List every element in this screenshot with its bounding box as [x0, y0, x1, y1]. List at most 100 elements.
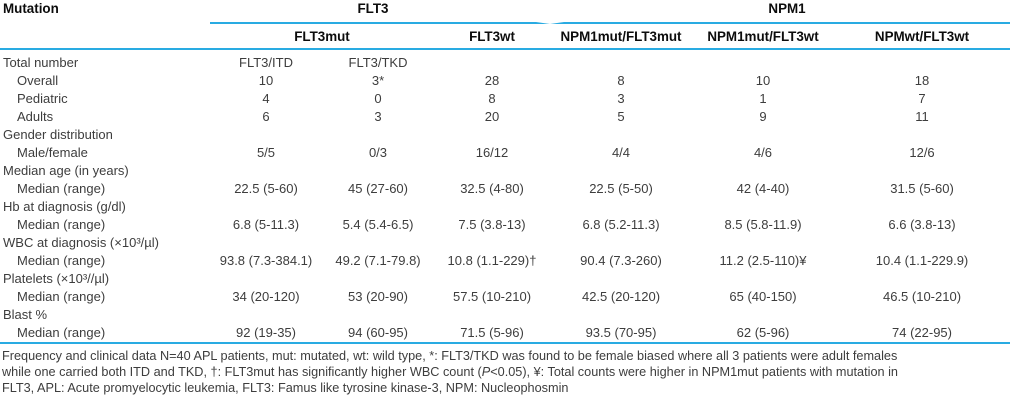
table-cell: 10.8 (1.1-229)† [447, 253, 537, 268]
table-cell [692, 198, 834, 216]
clinical-data-table: Mutation FLT3 NPM1 FLT3mut FLT3wt NPM1mu… [0, 0, 1010, 344]
table-cell [550, 126, 692, 144]
table-cell: 46.5 (10-210) [882, 289, 962, 304]
table-cell [434, 162, 550, 180]
table-cell [692, 162, 834, 180]
table-cell: 11 [915, 109, 929, 124]
table-cell: 93.5 (70-95) [550, 324, 692, 344]
table-cell: 62 (5-96) [692, 324, 834, 344]
table-cell [322, 306, 434, 324]
table-cell: 6.8 (5-11.3) [232, 217, 300, 232]
table-cell [834, 50, 1010, 72]
table-cell: 10.4 (1.1-229.9) [875, 253, 969, 268]
table-row: Total number FLT3/ITD FLT3/TKD [0, 50, 1010, 72]
row-label: Adults [17, 109, 54, 124]
table-cell: 94 (60-95) [322, 324, 434, 344]
subheader-flt3wt: FLT3wt [434, 24, 550, 50]
table-row: Median (range) 34 (20-120) 53 (20-90) 57… [0, 288, 1010, 306]
header-row-groups: Mutation FLT3 NPM1 [0, 0, 1010, 24]
table-cell: 22.5 (5-50) [589, 181, 653, 196]
table-row: Hb at diagnosis (g/dl) [0, 198, 1010, 216]
row-label: Total number [3, 55, 79, 70]
table-cell: 8 [617, 73, 625, 88]
subheader-npmwt-flt3wt: NPMwt/FLT3wt [834, 24, 1010, 50]
header-group-npm1: NPM1 [550, 0, 1010, 24]
table-cell [550, 162, 692, 180]
table-row: WBC at diagnosis (×10³/µl) [0, 234, 1010, 252]
table-cell [322, 126, 434, 144]
row-label: Blast % [3, 307, 48, 322]
table-cell [550, 234, 692, 252]
table-cell: 90.4 (7.3-260) [580, 253, 662, 268]
table-cell: 3 [617, 91, 625, 106]
table-cell: 3* [371, 73, 385, 88]
table-cell: 92 (19-35) [210, 324, 322, 344]
row-label: Hb at diagnosis (g/dl) [3, 199, 126, 214]
footnote-line-2: while one carried both ITD and TKD, †: F… [2, 364, 1010, 380]
table-cell [322, 270, 434, 288]
table-cell: 0 [374, 91, 382, 106]
table-cell: 74 (22-95) [834, 324, 1010, 344]
table-cell [322, 162, 434, 180]
header-mutation: Mutation [3, 1, 59, 16]
table-row: Median (range) 22.5 (5-60) 45 (27-60) 32… [0, 180, 1010, 198]
table-row: Adults 6 3 20 5 9 11 [0, 108, 1010, 126]
table-cell: 31.5 (5-60) [890, 181, 954, 196]
table-cell [434, 126, 550, 144]
table-cell: 45 (27-60) [348, 181, 408, 196]
table-cell: 3 [374, 109, 382, 124]
table-row: Gender distribution [0, 126, 1010, 144]
table-cell: 32.5 (4-80) [460, 181, 524, 196]
table-cell: 9 [759, 109, 767, 124]
row-label: Male/female [17, 145, 88, 160]
table-cell: 7 [918, 91, 926, 106]
table-cell [322, 198, 434, 216]
table-cell: 71.5 (5-96) [434, 324, 550, 344]
table-cell [692, 50, 834, 72]
row-label: Median (range) [0, 324, 210, 344]
footnote-line-1: Frequency and clinical data N=40 APL pat… [2, 349, 898, 363]
table-cell: 4/4 [611, 145, 631, 160]
table-cell [434, 50, 550, 72]
table-cell [834, 234, 1010, 252]
table-cell [692, 306, 834, 324]
table-cell [210, 234, 322, 252]
table-cell [834, 126, 1010, 144]
table-cell: 6.8 (5.2-11.3) [582, 217, 660, 232]
table-cell [434, 198, 550, 216]
header-row-subgroups: FLT3mut FLT3wt NPM1mut/FLT3mut NPM1mut/F… [0, 24, 1010, 50]
table-cell [550, 270, 692, 288]
table-cell [692, 126, 834, 144]
row-label: Pediatric [17, 91, 68, 106]
table-row: Overall 10 3* 28 8 10 18 [0, 72, 1010, 90]
table-cell: 12/6 [909, 145, 935, 160]
table-cell [322, 234, 434, 252]
subheader-flt3mut: FLT3mut [210, 24, 434, 50]
table-cell: 57.5 (10-210) [452, 289, 532, 304]
row-label: Overall [17, 73, 59, 88]
table-row: Median (range) 93.8 (7.3-384.1) 49.2 (7.… [0, 252, 1010, 270]
table-cell: 11.2 (2.5-110)¥ [719, 253, 807, 268]
table-cell: 42 (4-40) [736, 181, 790, 196]
table-cell: 65 (40-150) [729, 289, 797, 304]
table-cell [210, 270, 322, 288]
table-cell [550, 306, 692, 324]
header-group-flt3: FLT3 [210, 0, 550, 24]
table-row: Blast % [0, 306, 1010, 324]
table-row: Pediatric 4 0 8 3 1 7 [0, 90, 1010, 108]
table-cell [210, 306, 322, 324]
table-cell: 49.2 (7.1-79.8) [335, 253, 421, 268]
footnote-p-value-symbol: P [481, 365, 491, 379]
table-cell: FLT3/TKD [348, 55, 408, 70]
table-cell: 5.4 (5.4-6.5) [342, 217, 414, 232]
table-row: Median (range) 6.8 (5-11.3) 5.4 (5.4-6.5… [0, 216, 1010, 234]
table-footnote: Frequency and clinical data N=40 APL pat… [0, 348, 1010, 396]
table-cell [210, 198, 322, 216]
table-cell: 93.8 (7.3-384.1) [219, 253, 313, 268]
subheader-npm1mut-flt3wt: NPM1mut/FLT3wt [692, 24, 834, 50]
table-cell [210, 126, 322, 144]
table-cell: 6.6 (3.8-13) [888, 217, 956, 232]
table-cell: 6 [262, 109, 270, 124]
row-label: Median (range) [17, 181, 106, 196]
table-cell: 28 [484, 73, 500, 88]
